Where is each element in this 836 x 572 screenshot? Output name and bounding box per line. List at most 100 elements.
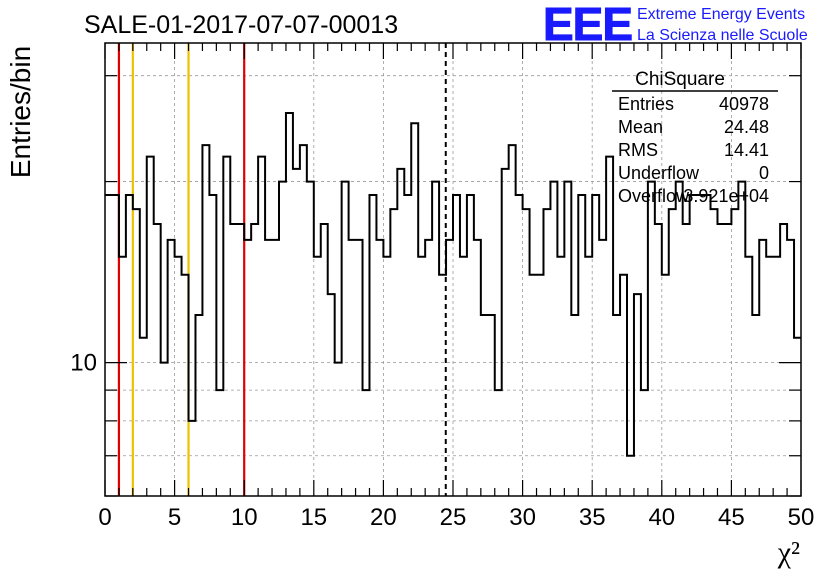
histogram-bin	[321, 224, 328, 496]
histogram-bin	[293, 169, 300, 496]
histogram-outline	[105, 112, 801, 457]
x-tick-label: 25	[440, 504, 467, 531]
histogram-bin	[717, 224, 724, 496]
histogram-bin	[759, 240, 766, 496]
stats-mean-label: Mean	[618, 117, 663, 137]
histogram-bin	[502, 169, 509, 496]
stats-rms-label: RMS	[618, 140, 658, 160]
histogram-bin	[363, 390, 370, 496]
histogram-bin	[474, 240, 481, 496]
stats-entries-label: Entries	[618, 94, 674, 114]
y-tick-labels: 10	[70, 350, 97, 377]
eee-subtitle-line1: Extreme Energy Events	[637, 6, 805, 23]
histogram-bin	[620, 275, 627, 496]
histogram-bin	[676, 182, 683, 496]
x-tick-label: 50	[788, 504, 815, 531]
histogram-bin	[578, 195, 585, 496]
histogram-bin	[592, 195, 599, 496]
histogram-bin	[564, 182, 571, 496]
histogram-bins	[105, 112, 801, 496]
histogram-bin	[794, 338, 801, 496]
histogram-bin	[272, 240, 279, 496]
x-tick-label: 40	[648, 504, 675, 531]
histogram-bin	[467, 195, 474, 496]
histogram-bin	[202, 145, 209, 496]
histogram-bin	[606, 157, 613, 496]
stats-mean-value: 24.48	[724, 117, 769, 137]
eee-branding: EEE Extreme Energy Events La Scienza nel…	[543, 0, 808, 51]
x-tick-label: 30	[509, 504, 536, 531]
histogram-bin	[599, 240, 606, 496]
stats-title: ChiSquare	[635, 69, 725, 90]
eee-subtitle-line2: La Scienza nelle Scuole	[637, 27, 808, 44]
histogram-bin	[195, 315, 202, 496]
histogram-bin	[495, 390, 502, 496]
histogram-bin	[209, 195, 216, 496]
histogram-bin	[105, 195, 112, 496]
chart-title: SALE-01-2017-07-07-00013	[84, 11, 398, 39]
histogram-bin	[537, 275, 544, 496]
histogram-bin	[154, 224, 161, 496]
histogram-bin	[300, 145, 307, 496]
histogram-bin	[133, 209, 140, 496]
histogram-bin	[216, 390, 223, 496]
histogram-bin	[404, 195, 411, 496]
eee-logo: EEE	[543, 0, 632, 50]
stats-rms-value: 14.41	[724, 140, 769, 160]
histogram-bin	[230, 224, 237, 496]
histogram-bin	[697, 195, 704, 496]
histogram-bin	[418, 257, 425, 496]
histogram-bin	[112, 195, 119, 496]
y-axis-label: Entries/bin	[5, 46, 36, 178]
histogram-bin	[627, 456, 634, 496]
histogram-bin	[773, 257, 780, 496]
histogram-bin	[244, 240, 251, 496]
stats-underflow-value: 0	[759, 163, 769, 183]
histogram-bin	[481, 315, 488, 496]
histogram-bin	[557, 257, 564, 496]
histogram-bin	[752, 315, 759, 496]
histogram-bin	[446, 240, 453, 496]
histogram-bin	[738, 182, 745, 496]
histogram-bin	[509, 145, 516, 496]
histogram-bin	[376, 240, 383, 496]
x-tick-label: 5	[168, 504, 181, 531]
histogram-bin	[147, 157, 154, 496]
histogram-bin	[432, 182, 439, 496]
y-tick-label: 10	[70, 350, 97, 377]
x-tick-label: 15	[300, 504, 327, 531]
histogram-bin	[342, 182, 349, 496]
x-axis-label: χ²	[777, 536, 800, 569]
x-tick-label: 35	[579, 504, 606, 531]
histogram-bin	[460, 257, 467, 496]
histogram-bin	[669, 209, 676, 496]
histogram-bin	[439, 275, 446, 496]
histogram-bin	[766, 257, 773, 496]
histogram-bin	[411, 123, 418, 496]
histogram-bin	[662, 275, 669, 496]
histogram-bin	[265, 240, 272, 496]
x-tick-label: 45	[718, 504, 745, 531]
histogram-bin	[175, 257, 182, 496]
histogram-bin	[390, 209, 397, 496]
histogram-bin	[613, 315, 620, 496]
histogram-bin	[585, 257, 592, 496]
histogram-bin	[356, 240, 363, 496]
x-tick-label: 10	[231, 504, 258, 531]
histogram-bin	[182, 275, 189, 496]
histogram-bin	[383, 257, 390, 496]
plot-frame	[104, 42, 802, 497]
histogram-bin	[328, 294, 335, 496]
histogram-bin	[161, 363, 168, 496]
histogram-bin	[397, 169, 404, 496]
histogram-bin	[571, 315, 578, 496]
stats-overflow-label: Overflow	[618, 186, 690, 206]
histogram-bin	[488, 315, 495, 496]
x-tick-labels: 0 5 10 15 20 25 30 35 40 45 50	[98, 504, 814, 531]
histogram-bin	[683, 224, 690, 496]
x-tick-label: 0	[98, 504, 111, 531]
histogram-bin	[119, 257, 126, 496]
histogram-bin	[704, 195, 711, 496]
histogram-bin	[251, 224, 258, 496]
